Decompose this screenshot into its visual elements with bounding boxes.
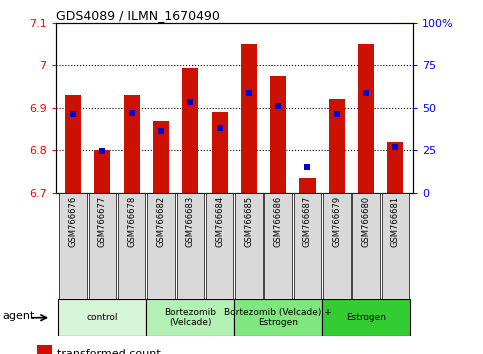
Bar: [124, 95, 140, 193]
Bar: [358, 44, 374, 193]
Point: [216, 125, 224, 130]
FancyBboxPatch shape: [294, 193, 321, 299]
FancyBboxPatch shape: [59, 193, 87, 299]
FancyBboxPatch shape: [382, 193, 409, 299]
Point: [362, 90, 370, 96]
FancyBboxPatch shape: [118, 193, 145, 299]
Bar: [270, 76, 286, 193]
FancyBboxPatch shape: [264, 193, 292, 299]
FancyBboxPatch shape: [323, 193, 351, 299]
Point: [392, 144, 399, 150]
Point: [245, 90, 253, 96]
Text: GSM766676: GSM766676: [69, 196, 78, 247]
Text: GDS4089 / ILMN_1670490: GDS4089 / ILMN_1670490: [56, 9, 219, 22]
FancyBboxPatch shape: [147, 193, 175, 299]
Point: [69, 112, 77, 117]
Point: [333, 111, 341, 117]
Bar: [153, 121, 169, 193]
Text: Estrogen: Estrogen: [346, 313, 386, 322]
Point: [304, 165, 312, 170]
Text: GSM766681: GSM766681: [391, 196, 400, 247]
Text: GSM766678: GSM766678: [127, 196, 136, 247]
FancyBboxPatch shape: [235, 193, 263, 299]
Bar: [329, 99, 345, 193]
Text: GSM766679: GSM766679: [332, 196, 341, 247]
Point: [186, 99, 194, 104]
Bar: [241, 44, 257, 193]
Bar: [387, 142, 403, 193]
Point: [128, 110, 136, 116]
Point: [99, 148, 106, 154]
Text: transformed count: transformed count: [57, 349, 160, 354]
Bar: [38, 345, 52, 354]
Bar: [94, 150, 111, 193]
Text: GSM766683: GSM766683: [186, 196, 195, 247]
Bar: [212, 112, 227, 193]
FancyBboxPatch shape: [234, 299, 322, 336]
FancyBboxPatch shape: [58, 299, 146, 336]
Text: agent: agent: [3, 311, 35, 321]
Text: control: control: [86, 313, 118, 322]
FancyBboxPatch shape: [146, 299, 234, 336]
Text: Bortezomib (Velcade) +
Estrogen: Bortezomib (Velcade) + Estrogen: [224, 308, 332, 327]
Bar: [65, 95, 81, 193]
Point: [274, 103, 282, 109]
Text: GSM766680: GSM766680: [362, 196, 370, 247]
Text: GSM766685: GSM766685: [244, 196, 254, 247]
Bar: [299, 178, 315, 193]
Text: Bortezomib
(Velcade): Bortezomib (Velcade): [164, 308, 216, 327]
Point: [157, 129, 165, 134]
Text: GSM766684: GSM766684: [215, 196, 224, 247]
Text: GSM766687: GSM766687: [303, 196, 312, 247]
Text: GSM766677: GSM766677: [98, 196, 107, 247]
FancyBboxPatch shape: [89, 193, 116, 299]
FancyBboxPatch shape: [352, 193, 380, 299]
Bar: [182, 68, 199, 193]
FancyBboxPatch shape: [206, 193, 233, 299]
FancyBboxPatch shape: [322, 299, 410, 336]
Text: GSM766686: GSM766686: [274, 196, 283, 247]
Text: GSM766682: GSM766682: [156, 196, 166, 247]
FancyBboxPatch shape: [177, 193, 204, 299]
